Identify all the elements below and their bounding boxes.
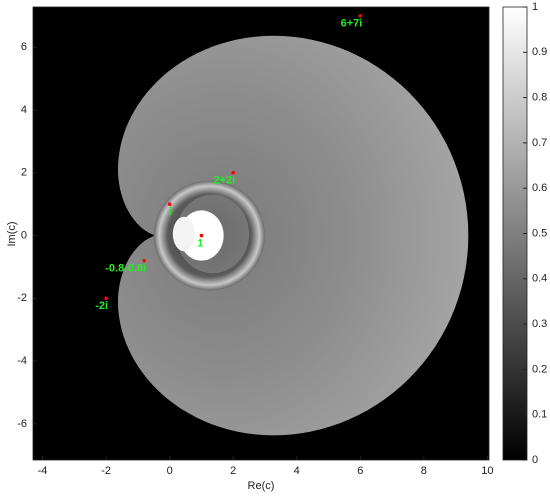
x-tick-label: 0 — [167, 465, 173, 477]
colorbar-tick-label: 0.3 — [532, 318, 547, 330]
point — [104, 296, 108, 301]
x-tick-label: 8 — [421, 465, 427, 477]
y-tick-label: 2 — [21, 167, 27, 179]
x-tick-label: 6 — [357, 465, 363, 477]
x-tick-label: -2 — [101, 465, 111, 477]
point-label: 6+7i — [341, 18, 363, 30]
y-tick-label: -4 — [17, 355, 27, 367]
point — [199, 233, 204, 238]
colorbar-tick-label: 0.9 — [532, 46, 547, 58]
x-tick-label: -4 — [38, 465, 48, 477]
point-label: 1 — [197, 237, 203, 249]
colorbar-tick-label: 1 — [532, 1, 538, 13]
y-tick-label: 6 — [21, 41, 27, 53]
point — [231, 170, 235, 175]
x-tick-label: 4 — [294, 465, 300, 477]
colorbar-tick-label: 0.8 — [532, 92, 547, 104]
point-label: -0.8-0.8i — [105, 263, 146, 275]
point-label: 2+2i — [213, 175, 235, 187]
colorbar-tick-label: 0.6 — [532, 182, 547, 194]
axes-box — [32, 6, 490, 461]
colorbar-tick-label: 0.5 — [532, 227, 547, 239]
point-label: i — [169, 206, 172, 218]
point — [358, 13, 363, 18]
cardioid-region — [118, 35, 469, 436]
set-bulb — [172, 216, 196, 252]
plot-area — [33, 7, 489, 460]
point — [142, 258, 147, 263]
y-tick-label: -6 — [17, 418, 27, 430]
colorbar-tick-label: 0.2 — [532, 363, 547, 375]
x-tick-label: 10 — [481, 465, 493, 477]
y-tick-label: 0 — [21, 229, 27, 241]
point-label: -2i — [95, 300, 108, 312]
colorbar-tick-label: 0.7 — [532, 137, 547, 149]
x-axis-label: Re(c) — [248, 480, 275, 492]
y-tick-label: -2 — [17, 292, 27, 304]
x-tick-label: 2 — [230, 465, 236, 477]
y-axis-label: Im(c) — [6, 221, 18, 246]
colorbar-tick-label: 0 — [532, 454, 538, 466]
colorbar-tick-label: 0.4 — [532, 273, 547, 285]
y-tick-label: 4 — [21, 104, 27, 116]
point — [167, 202, 172, 206]
colorbar-tick-label: 0.1 — [532, 409, 547, 421]
